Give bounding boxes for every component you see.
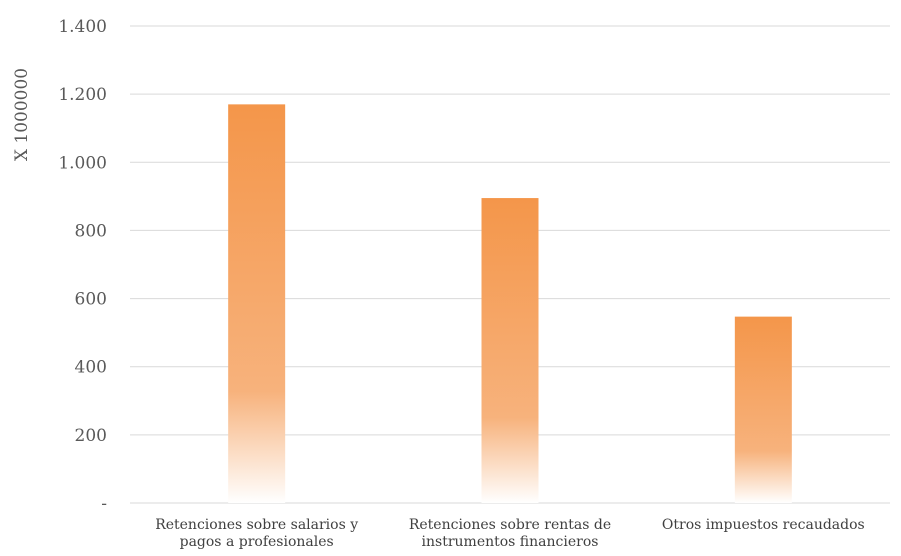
y-axis-title: X 1000000 <box>12 68 32 161</box>
bar <box>481 198 539 503</box>
y-tick-label: 1.200 <box>58 85 107 105</box>
bar <box>734 316 792 503</box>
y-tick-label: 1.400 <box>58 17 107 37</box>
x-axis-categories: Retenciones sobre salarios y pagos a prof… <box>155 517 865 550</box>
y-tick-label: - <box>101 494 107 514</box>
x-category-label: Retenciones sobre salarios y pagos a prof… <box>155 517 358 550</box>
x-category-label: Retenciones sobre rentas de instrumentos … <box>409 517 611 550</box>
y-tick-label: 800 <box>75 221 107 241</box>
x-category-label: Otros impuestos recaudados <box>662 517 865 533</box>
y-tick-label: 600 <box>75 290 107 310</box>
bars <box>228 104 792 503</box>
y-tick-label: 400 <box>75 358 107 378</box>
y-tick-label: 200 <box>75 426 107 446</box>
y-tick-label: 1.000 <box>58 153 107 173</box>
bar <box>228 104 286 503</box>
y-axis-ticks: - 200 400 600 800 1.000 1.200 1.400 <box>58 17 107 514</box>
